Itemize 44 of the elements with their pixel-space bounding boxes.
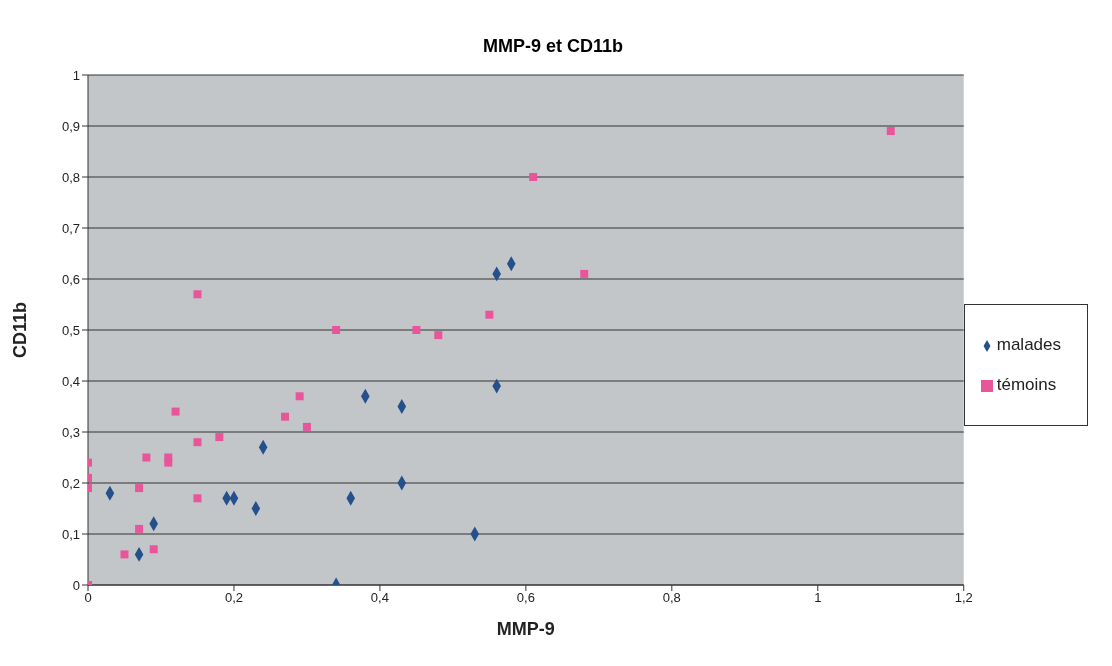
point xyxy=(142,453,151,462)
point xyxy=(485,310,494,319)
point xyxy=(295,392,304,401)
point xyxy=(434,331,443,340)
x-tick-label: 0,2 xyxy=(224,590,243,606)
y-axis-title: CD11b xyxy=(10,301,31,359)
y-tick-label: 0,6 xyxy=(61,271,80,287)
point xyxy=(302,422,311,431)
point xyxy=(171,407,180,416)
point xyxy=(332,326,341,334)
y-tick-label: 1 xyxy=(72,67,80,83)
y-tick-label: 0,5 xyxy=(61,322,80,338)
y-tick-label: 0,4 xyxy=(61,373,80,389)
y-tick-label: 0,1 xyxy=(61,526,80,542)
y-tick-label: 0,8 xyxy=(61,169,80,185)
x-tick-label: 0,8 xyxy=(662,590,681,606)
point xyxy=(120,550,129,559)
x-tick-label: 0,6 xyxy=(516,590,535,606)
legend-label: témoins xyxy=(996,375,1057,394)
legend-label: malades xyxy=(996,335,1061,354)
point xyxy=(135,484,144,493)
point xyxy=(193,290,202,299)
y-tick-label: 0,7 xyxy=(61,220,80,236)
point xyxy=(412,326,421,334)
point xyxy=(135,524,144,533)
y-tick-label: 0,2 xyxy=(61,475,80,491)
point xyxy=(215,433,224,442)
point xyxy=(149,545,158,554)
point xyxy=(580,269,589,278)
point xyxy=(529,173,538,181)
chart-title: MMP-9 et CD11b xyxy=(482,35,624,58)
point xyxy=(281,412,290,421)
y-tick-label: 0,9 xyxy=(61,118,80,134)
x-tick-label: 0,4 xyxy=(370,590,389,606)
x-tick-label: 1 xyxy=(814,590,822,606)
point xyxy=(193,494,202,503)
x-tick-label: 0 xyxy=(84,590,92,606)
y-tick-label: 0 xyxy=(72,577,80,593)
x-tick-label: 1,2 xyxy=(954,590,973,606)
x-axis-title: MMP-9 xyxy=(496,619,555,639)
point xyxy=(164,458,173,467)
point xyxy=(886,127,895,136)
y-tick-label: 0,3 xyxy=(61,424,80,440)
point xyxy=(193,438,202,447)
